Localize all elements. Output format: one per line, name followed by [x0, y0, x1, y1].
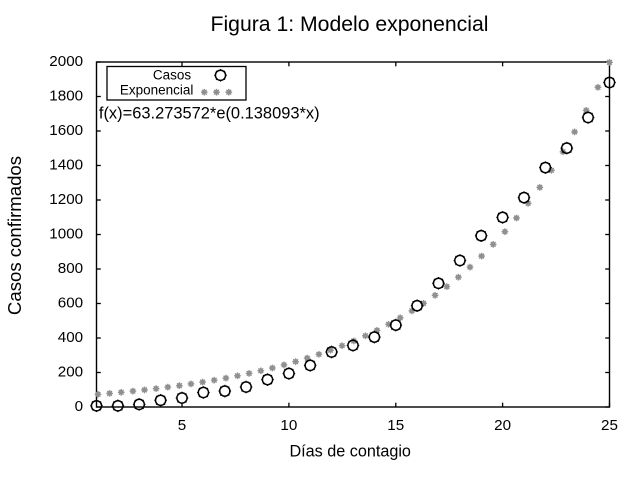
svg-text:Casos: Casos: [153, 68, 192, 83]
svg-text:1000: 1000: [49, 226, 83, 243]
svg-text:1800: 1800: [49, 88, 83, 105]
svg-text:200: 200: [58, 364, 83, 381]
svg-text:10: 10: [280, 417, 297, 434]
svg-text:5: 5: [178, 417, 186, 434]
svg-text:Días de contagio: Días de contagio: [289, 443, 411, 461]
svg-text:f(x)=63.273572*e(0.138093*x): f(x)=63.273572*e(0.138093*x): [99, 105, 320, 123]
svg-text:25: 25: [601, 417, 618, 434]
svg-text:1400: 1400: [49, 157, 83, 174]
svg-text:600: 600: [58, 295, 83, 312]
svg-text:2000: 2000: [49, 53, 83, 70]
svg-text:Exponencial: Exponencial: [120, 83, 194, 98]
svg-text:1600: 1600: [49, 122, 83, 139]
svg-text:400: 400: [58, 329, 83, 346]
svg-text:Figura 1: Modelo exponencial: Figura 1: Modelo exponencial: [211, 13, 489, 36]
svg-text:20: 20: [494, 417, 511, 434]
svg-text:0: 0: [75, 398, 83, 415]
svg-text:1200: 1200: [49, 191, 83, 208]
svg-text:800: 800: [58, 260, 83, 277]
svg-text:15: 15: [387, 417, 404, 434]
svg-text:Casos confirmados: Casos confirmados: [4, 156, 25, 315]
